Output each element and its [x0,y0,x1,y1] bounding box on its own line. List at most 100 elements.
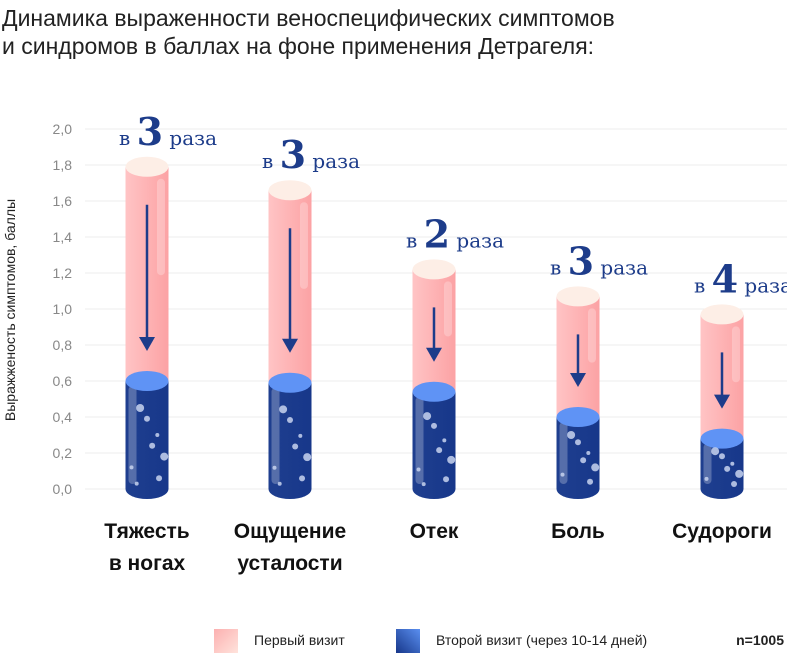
bubble [567,431,576,439]
y-tick-label: 1,8 [53,157,73,173]
bar-first-visit-top [700,304,744,325]
bubble [144,415,150,422]
glass-highlight [732,326,740,383]
bubble [586,451,591,455]
bubble [735,469,744,478]
bar-second-visit-top [412,381,456,402]
bar-second-visit-top [556,407,600,427]
bubble [443,476,450,483]
bubble [431,422,437,429]
reduction-suffix: раза [306,149,360,173]
bubble [277,481,282,486]
bar-first-visit-top [125,156,169,177]
legend-swatch-second-visit [396,629,420,653]
glass-highlight [300,202,308,289]
bubble [580,457,587,464]
y-tick-label: 2,0 [53,121,73,137]
bubble [442,438,447,443]
arrowhead-icon [282,338,298,353]
bubble [447,455,456,464]
category-label: Судороги [672,520,772,543]
y-tick-label: 1,2 [53,265,73,281]
category-label: Отек [410,520,459,543]
bubble [303,453,312,462]
y-tick-label: 0,8 [53,337,73,353]
glass-highlight [128,386,137,484]
bubble [421,482,426,487]
arrowhead-icon [570,373,586,387]
reduction-factor: 3 [280,132,306,177]
bubble [436,447,443,454]
bubble [149,442,156,449]
bubble [587,478,594,485]
bubble [560,472,565,477]
bubble [292,443,299,450]
y-tick-label: 1,6 [53,193,73,209]
bubble [156,475,163,482]
bubble [724,465,731,472]
y-tick-label: 0,2 [53,445,73,461]
arrowhead-icon [139,337,155,351]
chart-title: Динамика выраженности веноспецифических … [2,4,615,60]
bar-second-visit-top [125,371,169,391]
bar-second-visit [412,391,456,499]
bubble [731,480,738,487]
y-tick-label: 0,4 [53,409,73,425]
reduction-label: в 4 раза [694,256,787,301]
bubble [423,412,432,421]
arrowhead-icon [426,347,442,362]
reduction-prefix: в [694,273,712,297]
reduction-prefix: в [550,255,568,279]
bar-second-visit [556,417,600,499]
column-2: в 3 раза Ощущение усталости [234,132,360,575]
reduction-prefix: в [262,149,280,173]
glass-highlight [588,308,596,363]
bar-first-visit-top [556,286,600,307]
bar-first-visit-top [412,259,456,280]
bubble [719,453,725,460]
reduction-prefix: в [119,126,137,150]
reduction-label: в 3 раза [262,132,360,177]
arrowhead-icon [714,394,730,409]
bar-second-visit-top [268,372,312,393]
column-4: в 3 раза Боль [550,238,648,543]
reduction-label: в 3 раза [550,238,648,283]
bubble [279,405,288,414]
bubble [711,447,720,456]
bar-second-visit [268,382,312,499]
bubble [134,481,139,486]
legend-swatch-first-visit [214,629,238,653]
category-label: усталости [237,552,342,575]
bubble [129,465,134,470]
title-line-1: Динамика выраженности веноспецифических … [2,5,615,31]
reduction-label: в 3 раза [119,109,217,154]
category-label: в ногах [109,552,186,575]
glass-highlight [271,387,280,484]
category-label: Боль [551,520,605,543]
glass-highlight [703,443,712,484]
bubble [299,475,306,482]
glass-highlight [444,281,452,337]
reduction-suffix: раза [163,126,217,150]
legend-label-second-visit: Второй визит (через 10-14 дней) [436,632,647,648]
bubble [136,404,145,412]
reduction-factor: 3 [568,238,594,283]
glass-highlight [157,178,165,276]
bubble [704,476,709,481]
reduction-factor: 3 [137,109,163,154]
y-tick-label: 0,6 [53,373,73,389]
sample-size: n=1005 [736,632,784,648]
glass-highlight [559,422,568,484]
y-tick-label: 1,4 [53,229,73,245]
column-5: в 4 раза Судороги [672,256,787,543]
glass-highlight [415,396,424,484]
reduction-suffix: раза [450,228,504,252]
reduction-factor: 4 [712,256,738,301]
bubble [287,416,293,423]
y-axis-label: Выражженость симптомов, баллы [2,199,18,421]
y-tick-label: 0,0 [53,481,73,497]
title-line-2: и синдромов в баллах на фоне применения … [2,33,595,59]
bubble [272,465,277,470]
